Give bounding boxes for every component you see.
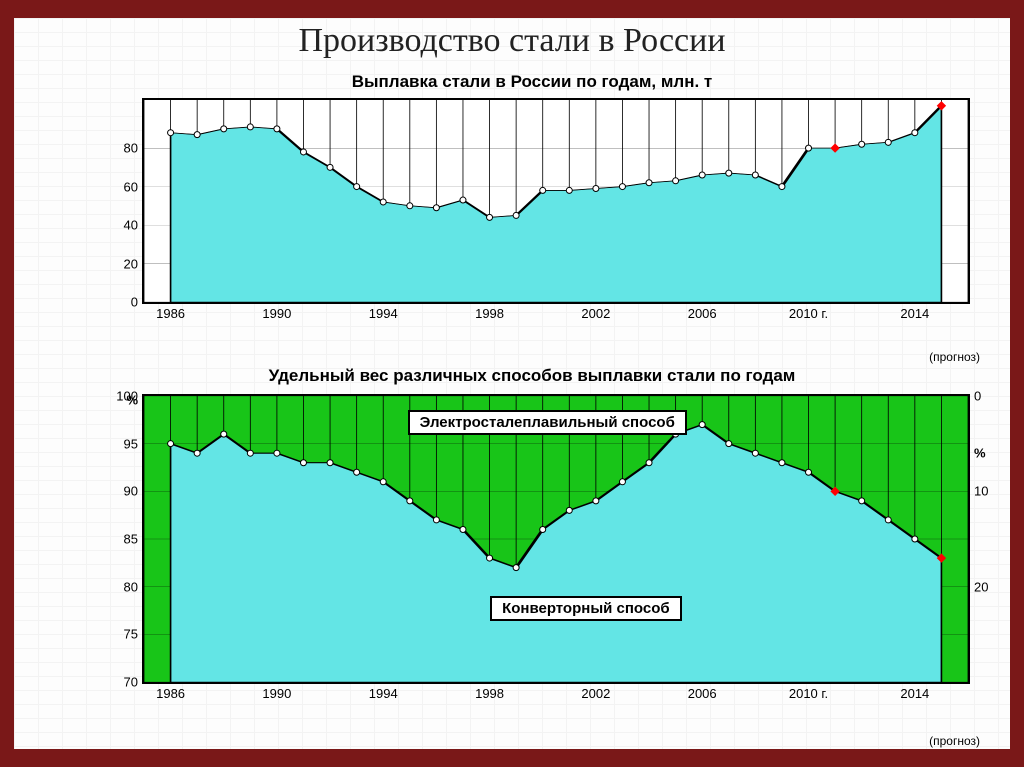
label-converter: Конверторный способ	[490, 596, 682, 621]
steel-production-chart: Выплавка стали в России по годам, млн. т…	[84, 76, 980, 346]
forecast-note-2: (прогноз)	[929, 734, 980, 748]
slide-title: Производство стали в России	[14, 22, 1010, 60]
label-electro: Электросталеплавильный способ	[408, 410, 687, 435]
chart1-plot: 0204060801986199019941998200220062010 г.…	[142, 98, 970, 304]
chart2-plot: Электросталеплавильный способ Конверторн…	[142, 394, 970, 684]
forecast-note-1: (прогноз)	[929, 350, 980, 364]
chart2-title: Удельный вес различных способов выплавки…	[84, 366, 980, 386]
steel-method-share-chart: Удельный вес различных способов выплавки…	[84, 370, 980, 730]
chart1-title: Выплавка стали в России по годам, млн. т	[84, 72, 980, 92]
